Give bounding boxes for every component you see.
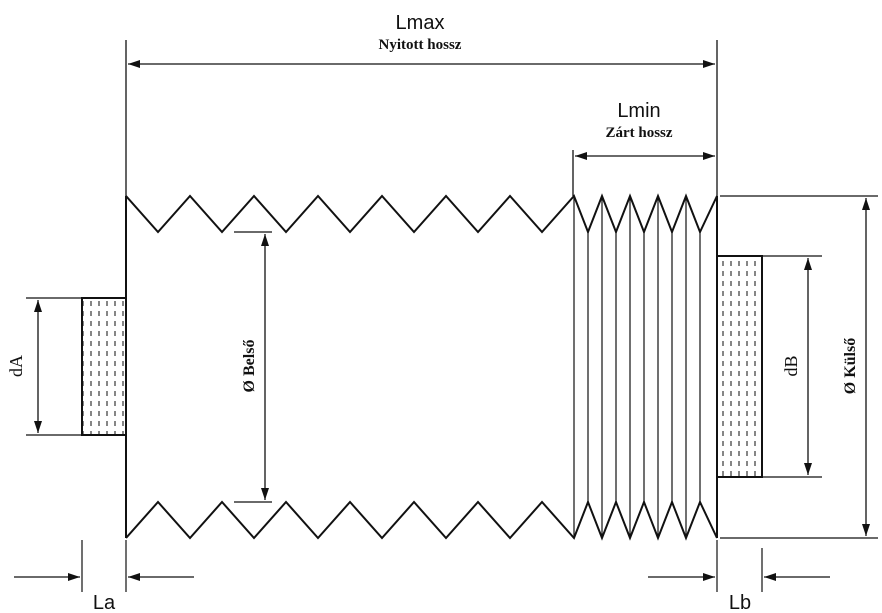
- db-label: dB: [781, 355, 801, 376]
- lmax-label: Lmax: [396, 12, 445, 34]
- right-collar: dB: [716, 255, 822, 478]
- left-collar-hatch: [81, 297, 127, 436]
- bellows-top-folds: [125, 193, 718, 235]
- compressed-fold-lines: [573, 196, 701, 538]
- left-collar: dA: [6, 297, 127, 436]
- da-label: dA: [6, 355, 26, 377]
- lb-label: Lb: [729, 592, 751, 613]
- la-dimension: La: [14, 540, 194, 613]
- bellows-bottom-folds: [125, 499, 718, 541]
- outer-diameter-dimension: Ø Külső: [720, 195, 878, 539]
- lmin-label: Lmin: [617, 100, 660, 122]
- lb-dimension: Lb: [648, 540, 830, 613]
- la-label: La: [93, 592, 116, 613]
- right-collar-hatch: [716, 255, 763, 478]
- inner-diameter-dimension: Ø Belső: [234, 231, 272, 503]
- lmax-sublabel: Nyitott hossz: [379, 37, 462, 53]
- kulso-label: Ø Külső: [842, 338, 859, 394]
- bellows-body: [125, 193, 718, 541]
- belso-label: Ø Belső: [241, 340, 258, 393]
- lmin-sublabel: Zárt hossz: [605, 125, 672, 141]
- lmin-dimension: Lmin Zárt hossz: [572, 100, 715, 196]
- lmax-dimension: Lmax Nyitott hossz: [125, 12, 718, 196]
